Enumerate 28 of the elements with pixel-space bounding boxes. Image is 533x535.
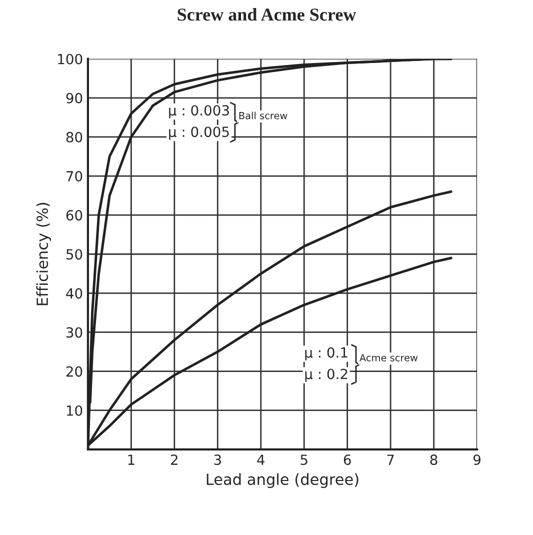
y-tick-label: 90 [66, 92, 82, 104]
y-tick-label: 80 [66, 132, 82, 142]
y-tick-label: 30 [66, 327, 82, 338]
y-tick-label: 40 [66, 288, 82, 299]
annotation: Acme screw [360, 354, 418, 362]
x-tick-label: 4 [257, 454, 265, 465]
annotation: μ : 0.1 [305, 347, 348, 360]
annotation: μ : 0.003 [169, 105, 229, 118]
x-tick-label: 7 [387, 454, 394, 465]
x-tick-label: 1 [128, 454, 134, 465]
annotation: Ball screw [239, 112, 288, 120]
y-tick-label: 60 [66, 210, 82, 221]
y-tick-label: 10 [66, 405, 82, 416]
x-tick-label: 3 [214, 454, 221, 466]
y-tick-label: 20 [66, 366, 82, 377]
annotation: μ : 0.005 [169, 126, 229, 140]
x-tick-label: 2 [171, 454, 178, 465]
x-axis-title: Lead angle (degree) [206, 473, 358, 488]
x-tick-label: 6 [344, 454, 351, 466]
chart-title: Screw and Acme Screw [178, 8, 356, 21]
x-tick-label: 9 [473, 454, 480, 466]
y-tick-label: 70 [66, 170, 82, 182]
y-axis-title: Efficiency (%) [36, 202, 52, 306]
annotation: μ : 0.2 [305, 368, 348, 382]
y-tick-label: 50 [66, 249, 82, 260]
y-tick-label: 100 [58, 54, 82, 64]
x-tick-label: 5 [300, 454, 308, 466]
x-tick-label: 8 [430, 454, 438, 466]
